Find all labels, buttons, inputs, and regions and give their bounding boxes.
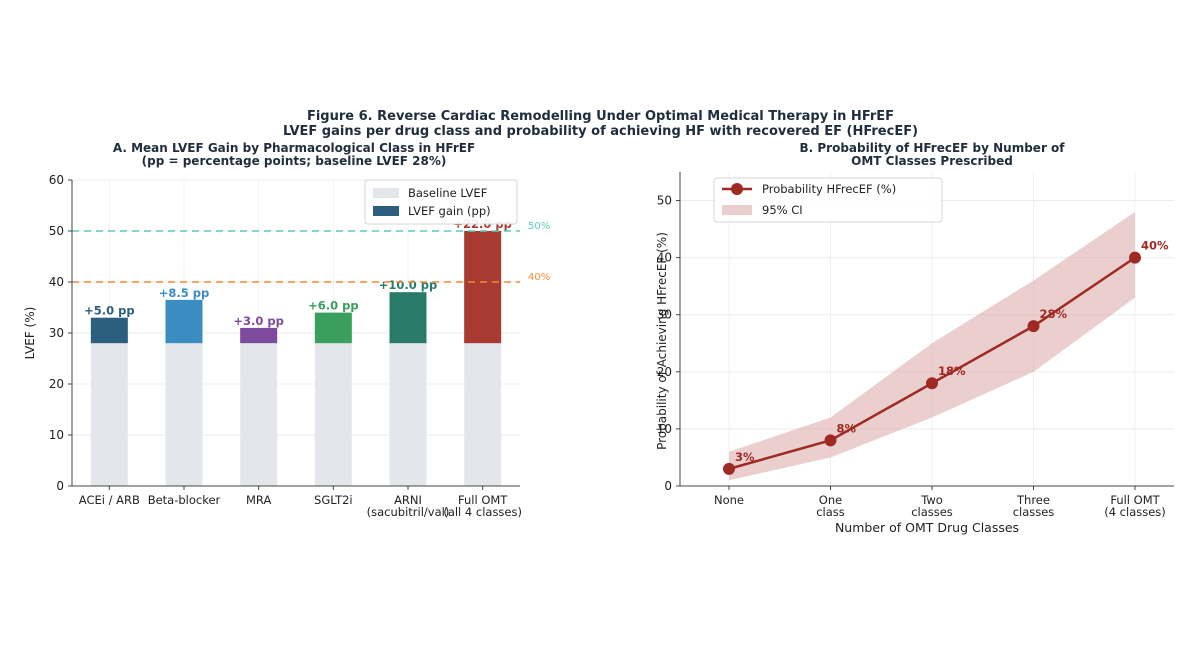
x-tick-label: class [816, 505, 845, 519]
panel-a-subtitle: (pp = percentage points; baseline LVEF 2… [142, 154, 447, 168]
y-axis-label: LVEF (%) [23, 307, 37, 360]
x-tick-label: Three [1016, 493, 1050, 507]
x-tick-label: Full OMT [458, 493, 508, 507]
y-tick-label: 30 [657, 308, 672, 322]
y-tick-label: 20 [49, 377, 64, 391]
x-tick-label: Beta-blocker [148, 493, 221, 507]
x-tick-label: (4 classes) [1104, 505, 1166, 519]
x-tick-label: Two [920, 493, 943, 507]
legend-entry: Probability HFrecEF (%) [762, 182, 896, 196]
legend-swatch [373, 188, 399, 198]
legend: Baseline LVEF LVEF gain (pp) [364, 179, 518, 225]
x-tick-label: SGLT2i [314, 493, 353, 507]
panel-b-title: B. Probability of HFrecEF by Number of [799, 141, 1065, 155]
y-tick-label: 10 [49, 428, 64, 442]
bar-baseline [90, 343, 128, 486]
series-point [723, 462, 735, 475]
x-axis-label: Number of OMT Drug Classes [835, 520, 1019, 535]
bar-baseline [389, 343, 427, 486]
bar-gain [240, 327, 278, 344]
y-tick-label: 0 [56, 479, 64, 493]
figure-title: Figure 6. Reverse Cardiac Remodelling Un… [0, 109, 1201, 139]
panel-b-line-chart: B. Probability of HFrecEF by Number of OM… [600, 138, 1201, 538]
bar-gain [90, 317, 128, 344]
legend-marker [731, 183, 743, 195]
legend-entry: Baseline LVEF [408, 186, 487, 200]
x-tick-label: classes [1013, 505, 1055, 519]
legend: Probability HFrecEF (%) 95% CI [713, 177, 943, 223]
point-data-label: 3% [735, 450, 755, 464]
y-tick-label: 40 [49, 275, 64, 289]
point-data-label: 28% [1040, 307, 1068, 321]
y-tick-label: 40 [657, 251, 672, 265]
point-data-label: 8% [837, 421, 857, 435]
bar-data-label: +6.0 pp [308, 299, 358, 313]
x-tick-label: classes [911, 505, 953, 519]
x-tick-label: One [819, 493, 842, 507]
reference-line-label: 50% [528, 221, 550, 232]
legend-entry: LVEF gain (pp) [408, 204, 491, 218]
series-point [926, 377, 938, 390]
bar-chart-svg: A. Mean LVEF Gain by Pharmacological Cla… [23, 141, 550, 519]
panel-a-title: A. Mean LVEF Gain by Pharmacological Cla… [113, 141, 475, 155]
series-point [1027, 320, 1040, 333]
bar-data-label: +5.0 pp [84, 304, 134, 318]
bar-gain [165, 299, 203, 344]
y-tick-label: 30 [49, 326, 64, 340]
bar-gain [464, 231, 502, 344]
bar-baseline [314, 343, 352, 486]
point-data-label: 18% [938, 364, 966, 378]
x-tick-label: ACEi / ARB [79, 493, 140, 507]
panel-a-bar-chart: A. Mean LVEF Gain by Pharmacological Cla… [0, 138, 600, 538]
bar-data-label: +10.0 pp [379, 278, 437, 292]
y-tick-label: 50 [657, 194, 672, 208]
bar-gain [314, 312, 352, 344]
y-tick-label: 20 [657, 365, 672, 379]
x-tick-label: MRA [246, 493, 271, 507]
bar-gain [389, 292, 427, 344]
legend-swatch [373, 206, 399, 216]
series-point [1129, 251, 1141, 264]
y-tick-label: 50 [49, 224, 64, 238]
x-tick-label: None [714, 493, 744, 507]
bar-data-label: +8.5 pp [159, 286, 209, 300]
bar-baseline [240, 343, 278, 486]
legend-entry: 95% CI [762, 203, 803, 217]
x-tick-label: ARNI [394, 493, 422, 507]
bar-baseline [165, 343, 203, 486]
legend-box [713, 177, 943, 223]
x-tick-label: (sacubitril/val) [367, 505, 450, 519]
bar-data-label: +3.0 pp [233, 314, 283, 328]
ci-band [729, 211, 1135, 481]
x-tick-label: (all 4 classes) [443, 505, 522, 519]
x-tick-label: Full OMT [1110, 493, 1160, 507]
figure-subtitle-line: LVEF gains per drug class and probabilit… [282, 124, 919, 139]
y-tick-label: 0 [664, 479, 672, 493]
legend-swatch [722, 205, 752, 215]
series-point [824, 434, 837, 447]
panel-b-subtitle: OMT Classes Prescribed [851, 154, 1013, 168]
point-data-label: 40% [1141, 239, 1169, 253]
y-axis-label: Probability of Achieving HFrecEF (%) [655, 232, 669, 450]
y-tick-label: 10 [657, 422, 672, 436]
bar-baseline [464, 343, 502, 486]
legend-box [364, 179, 518, 225]
y-tick-label: 60 [49, 173, 64, 187]
line-chart-svg: B. Probability of HFrecEF by Number ofOM… [655, 141, 1174, 535]
reference-line-label: 40% [528, 272, 550, 283]
figure-title-line: Figure 6. Reverse Cardiac Remodelling Un… [306, 109, 895, 124]
